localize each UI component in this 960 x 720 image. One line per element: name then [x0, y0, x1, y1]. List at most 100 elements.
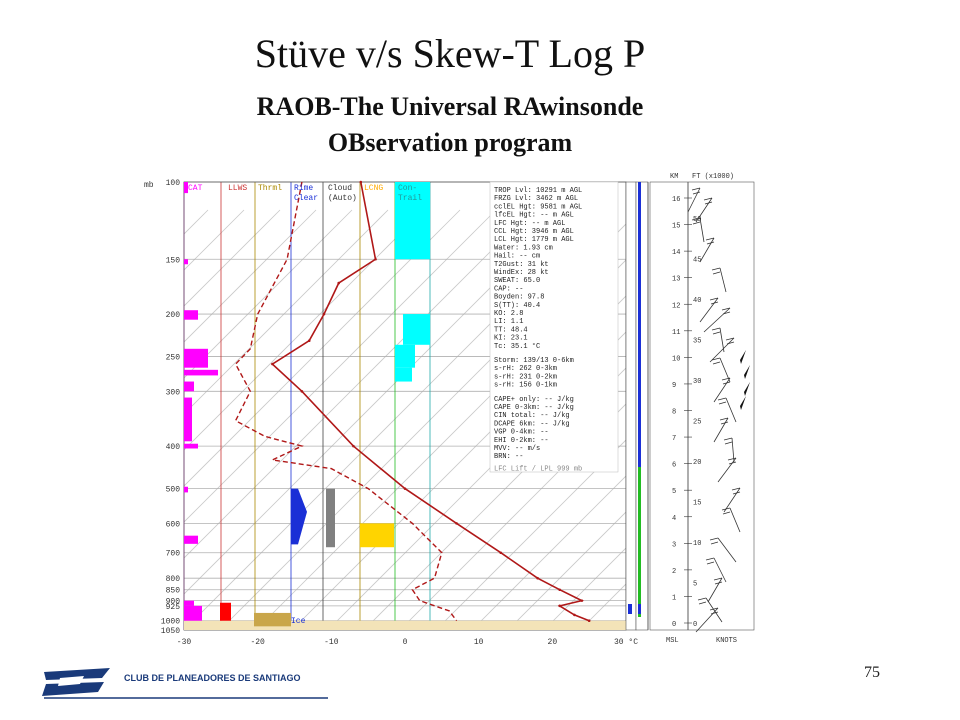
wind-barb-feather — [711, 267, 721, 271]
column-box — [625, 181, 637, 631]
column-header: Thrml — [258, 184, 282, 193]
wind-barb-feather — [692, 191, 701, 195]
ft-tick-label: 30 — [693, 378, 701, 386]
index-line: CAPE 0-3km: -- J/kg — [494, 404, 574, 412]
contrail-bar — [395, 367, 412, 382]
wind-barb-shaft — [703, 307, 731, 333]
ft-label: FT (x1000) — [692, 173, 734, 181]
temperature-point — [499, 551, 503, 555]
skew-isotherm — [184, 209, 425, 451]
cat-bar — [184, 443, 198, 449]
km-tick-label: 14 — [672, 249, 680, 257]
contrail-bar — [403, 314, 430, 345]
cat-bar — [184, 182, 188, 194]
wind-barb-feather — [709, 607, 719, 611]
skew-isotherm — [184, 209, 533, 559]
wind-barb-shaft — [725, 397, 737, 423]
index-panel-bg — [489, 181, 619, 473]
km-tick-label: 2 — [672, 568, 676, 576]
km-label: KM — [670, 173, 678, 181]
contrail-bar — [395, 182, 430, 260]
km-tick-label: 10 — [672, 355, 680, 363]
blue-strip — [638, 604, 641, 614]
temperature-point — [403, 487, 407, 490]
ft-tick-label: 20 — [693, 459, 701, 467]
index-line: BRN: -- — [494, 453, 523, 461]
height-column: 1615141312111098765432105045403530252015… — [625, 173, 737, 645]
diagram-curves — [234, 180, 591, 623]
green-strip — [638, 467, 641, 617]
km-tick-label: 16 — [672, 196, 680, 204]
temperature-point — [307, 339, 311, 342]
wind-barb-feather — [721, 377, 731, 381]
km-tick-label: 0 — [672, 621, 676, 629]
index-line: Water: 1.93 cm — [494, 244, 553, 252]
wind-barb-feather — [719, 417, 729, 421]
km-tick-label: 6 — [672, 462, 676, 470]
temperature-point — [359, 180, 363, 184]
logo-text: CLUB DE PLANEADORES DE SANTIAGO — [124, 673, 301, 683]
wind-barb-feather — [724, 441, 733, 445]
wind-barb-shaft — [723, 487, 741, 513]
wind-barb-feather — [722, 311, 731, 315]
index-line: KO: 2.8 — [494, 310, 523, 318]
pressure-label: 1050 — [161, 627, 180, 636]
temperature-label: -10 — [324, 638, 339, 647]
index-line: KI: 23.1 — [494, 335, 528, 343]
wind-barb-shaft — [719, 267, 727, 293]
index-line: EHI 0-2km: -- — [494, 437, 549, 445]
wind-barb-feather — [692, 221, 701, 225]
wind-barb-feather — [712, 361, 721, 365]
wind-barb-feather — [727, 457, 737, 461]
wind-barb-shaft — [695, 607, 719, 633]
km-tick-label: 1 — [672, 594, 676, 602]
column-header: Trail — [398, 194, 422, 203]
temperature-point — [558, 604, 561, 608]
index-line: Boyden: 97.8 — [494, 294, 544, 302]
rime-icing-bar — [291, 488, 307, 545]
km-tick-label: 8 — [672, 409, 676, 417]
cat-bar — [184, 486, 188, 493]
wind-barb-feather — [705, 237, 715, 241]
index-line: LCL Hgt: 1779 m AGL — [494, 236, 574, 244]
temperature-point — [536, 576, 539, 580]
wind-barb-shaft — [731, 437, 735, 463]
cat-bar — [184, 605, 202, 621]
page-number: 75 — [864, 664, 880, 681]
skew-isotherm — [543, 547, 626, 630]
index-line: LI: 1.1 — [494, 318, 523, 326]
dewpoint-curve — [234, 181, 458, 622]
pressure-label: 1000 — [161, 618, 180, 627]
thermal-bar — [254, 612, 291, 627]
index-line: WindEx: 28 kt — [494, 269, 549, 277]
temperature-point — [587, 619, 591, 623]
km-tick-label: 5 — [672, 488, 676, 496]
index-line: FRZG Lvl: 3462 m AGL — [494, 195, 578, 203]
wind-barb-shaft — [717, 537, 737, 563]
wind-barb-feather — [721, 307, 731, 311]
cat-bar — [184, 397, 192, 442]
temperature-labels: -30 -20 -10 0 10 20 30 °C — [177, 638, 638, 647]
temperature-point — [558, 588, 561, 592]
wind-barb-shaft — [713, 377, 731, 403]
pressure-label: 250 — [166, 354, 181, 363]
km-tick-label: 9 — [672, 382, 676, 390]
km-tick-label: 11 — [672, 329, 680, 337]
wind-barb-feather — [704, 201, 713, 205]
temperature-point — [580, 599, 584, 602]
column-header: Cloud — [328, 184, 352, 193]
wind-pennant — [744, 365, 750, 379]
km-tick-label: 7 — [672, 435, 676, 443]
temperature-point — [271, 362, 274, 366]
wind-barb-feather — [691, 187, 701, 191]
pressure-label: 200 — [166, 311, 181, 320]
cloud-bar — [326, 488, 335, 548]
wind-barb-feather — [723, 437, 733, 441]
column-header: (Auto) — [328, 194, 357, 203]
index-line: Tc: 35.1 °C — [494, 342, 540, 351]
wind-pennant — [740, 350, 746, 364]
column-header: LLWS — [228, 184, 247, 193]
wind-barb-feather — [691, 217, 701, 221]
